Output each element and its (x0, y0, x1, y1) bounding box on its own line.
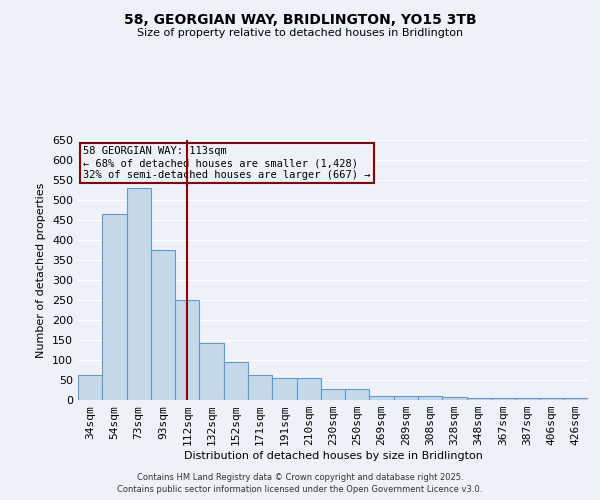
Bar (394, 396, 418, 400)
Bar (345, 389, 370, 400)
Text: 58 GEORGIAN WAY: 113sqm
← 68% of detached houses are smaller (1,428)
32% of semi: 58 GEORGIAN WAY: 113sqm ← 68% of detache… (83, 146, 371, 180)
Text: Contains HM Land Registry data © Crown copyright and database right 2025.: Contains HM Land Registry data © Crown c… (137, 473, 463, 482)
Bar (102, 214, 127, 400)
Bar (564, 398, 588, 400)
X-axis label: Distribution of detached houses by size in Bridlington: Distribution of detached houses by size … (184, 451, 482, 461)
Bar (78, 375, 102, 400)
Bar (539, 398, 564, 400)
Bar (418, 396, 442, 400)
Bar (442, 397, 467, 400)
Text: 58, GEORGIAN WAY, BRIDLINGTON, YO15 3TB: 58, GEORGIAN WAY, BRIDLINGTON, YO15 3TB (124, 12, 476, 26)
Bar (491, 398, 515, 400)
Bar (321, 389, 345, 400)
Text: Contains public sector information licensed under the Open Government Licence v3: Contains public sector information licen… (118, 486, 482, 494)
Bar (151, 250, 175, 400)
Bar (467, 398, 491, 400)
Bar (515, 398, 539, 400)
Y-axis label: Number of detached properties: Number of detached properties (37, 182, 46, 358)
Bar (370, 396, 394, 400)
Bar (248, 375, 272, 400)
Bar (224, 362, 248, 400)
Bar (127, 188, 151, 400)
Bar (199, 343, 224, 400)
Bar (296, 378, 321, 400)
Bar (272, 378, 296, 400)
Text: Size of property relative to detached houses in Bridlington: Size of property relative to detached ho… (137, 28, 463, 38)
Bar (175, 300, 199, 400)
